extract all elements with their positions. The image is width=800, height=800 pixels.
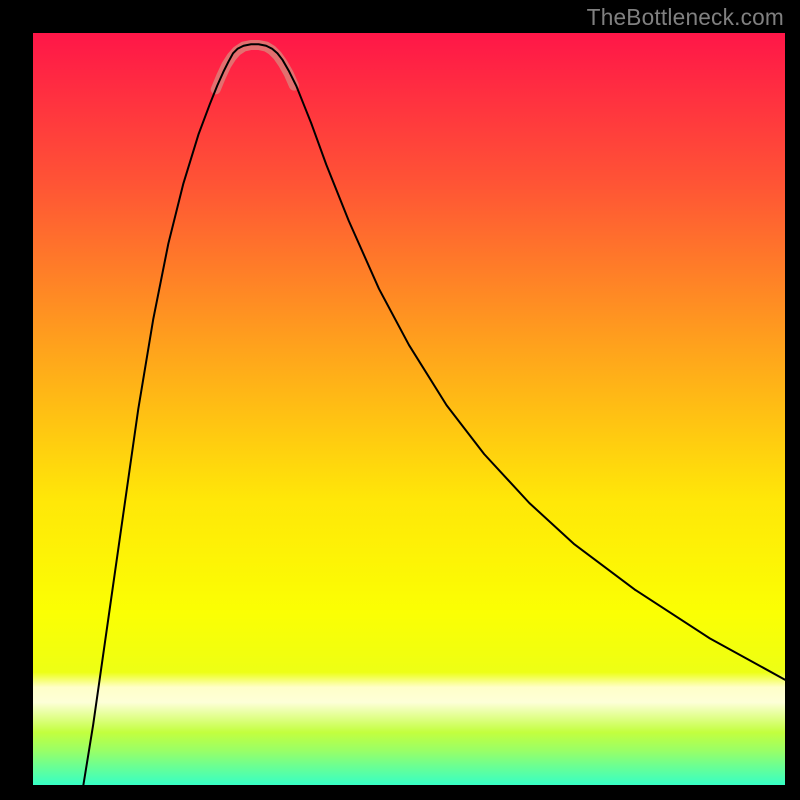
chart-svg xyxy=(33,33,785,785)
highlight-band xyxy=(216,45,294,89)
watermark-text: TheBottleneck.com xyxy=(587,4,784,31)
bottleneck-curve xyxy=(83,44,785,785)
plot-area xyxy=(33,33,785,785)
